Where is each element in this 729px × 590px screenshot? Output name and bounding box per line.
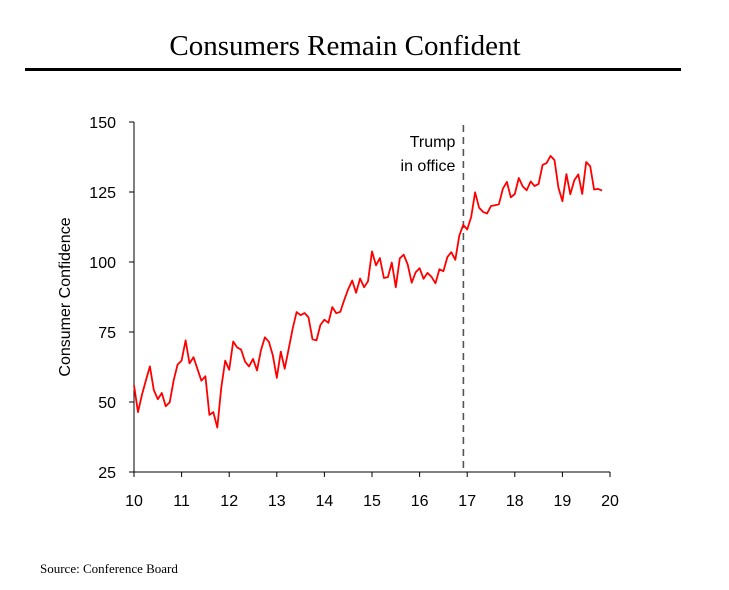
x-axis-ticks: 10 11 12 13 14 15 16 17 18 19 20 — [125, 472, 619, 510]
x-tick-label: 20 — [601, 493, 619, 510]
x-tick-label: 15 — [363, 493, 381, 510]
annotation-label-line-2: in office — [401, 158, 456, 175]
x-tick-label: 11 — [173, 493, 190, 510]
y-axis-title: Consumer Confidence — [57, 217, 74, 376]
series-line-consumer-confidence — [133, 154, 603, 429]
x-tick-label: 19 — [554, 493, 572, 510]
y-tick-label: 75 — [98, 325, 116, 342]
y-tick-label: 50 — [98, 395, 116, 412]
title-underline — [25, 68, 681, 71]
source-note: Source: Conference Board — [40, 561, 178, 576]
x-tick-label: 16 — [411, 493, 429, 510]
y-tick-label: 100 — [89, 255, 116, 272]
annotation-label-line-1: Trump — [410, 134, 456, 151]
y-tick-label: 150 — [89, 115, 116, 132]
x-tick-label: 18 — [506, 493, 524, 510]
y-tick-label: 25 — [98, 465, 116, 482]
y-axis-ticks: 150 125 100 75 50 25 — [89, 115, 134, 482]
x-tick-label: 14 — [316, 493, 334, 510]
x-tick-label: 17 — [458, 493, 476, 510]
x-tick-label: 10 — [125, 493, 143, 510]
page-title: Consumers Remain Confident — [169, 30, 521, 62]
x-tick-label: 13 — [268, 493, 286, 510]
y-tick-label: 125 — [89, 185, 116, 202]
x-tick-label: 12 — [220, 493, 238, 510]
